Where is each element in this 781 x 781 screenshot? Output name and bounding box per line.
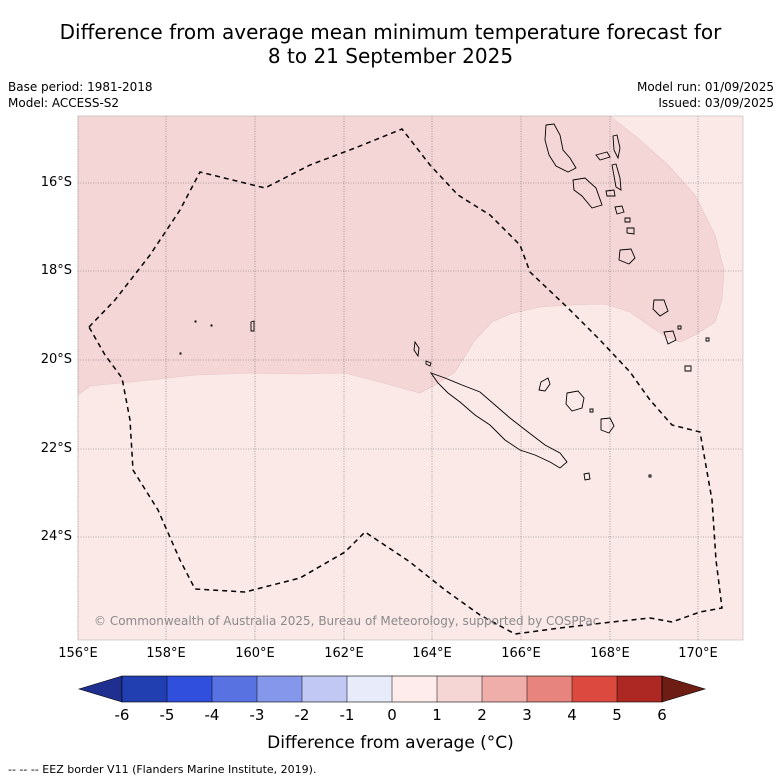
lon-label-170e: 170°E [678, 646, 718, 661]
pentecost-island [611, 163, 622, 191]
chesterfield-islet-2 [210, 324, 213, 327]
tanna-island [652, 299, 669, 317]
colorbar-label: 0 [387, 706, 397, 724]
ambae-island [595, 151, 611, 161]
anomaly-region-medium [77, 115, 725, 396]
lon-label-162e: 162°E [324, 646, 364, 661]
colorbar-swatch [302, 676, 347, 702]
colorbar-label: 5 [612, 706, 622, 724]
colorbar-label: 1 [432, 706, 442, 724]
aneityum-island [663, 330, 677, 345]
map-frame [77, 115, 744, 641]
colorbar-label: -3 [249, 706, 265, 724]
chesterfield-islet-3 [179, 352, 182, 355]
issued-label: Issued: 03/09/2025 [658, 96, 774, 110]
lat-label-18s: 18°S [40, 263, 72, 278]
colorbar-label: -4 [204, 706, 220, 724]
colorbar-swatch [347, 676, 392, 702]
eez-border [88, 128, 723, 635]
hunter-islet [648, 474, 652, 478]
new-caledonia-islet-2 [425, 360, 432, 367]
colorbar-swatch [572, 676, 617, 702]
colorbar-label: 3 [522, 706, 532, 724]
colorbar-low-extension [77, 675, 123, 703]
efate-island [626, 227, 635, 235]
map-title-line-2: 8 to 21 September 2025 [267, 44, 514, 68]
epi-island [614, 205, 625, 215]
erromango-island [618, 248, 636, 265]
lat-gridlines [78, 182, 743, 538]
malakula-island [572, 177, 603, 209]
copyright-notice: © Commonwealth of Australia 2025, Bureau… [94, 614, 600, 628]
matthew-islet [684, 365, 692, 372]
aniwa-islet [705, 337, 710, 342]
colorbar-label: -5 [159, 706, 175, 724]
espiritu-santo-island [544, 123, 577, 173]
colorbar-swatch [167, 676, 212, 702]
colorbar-swatch [392, 676, 437, 702]
new-caledonia-island [429, 372, 568, 469]
maewo-island [612, 134, 621, 160]
colorbar-swatch [617, 676, 662, 702]
chesterfield-islet-1 [194, 320, 197, 323]
mare-island [600, 417, 615, 434]
colorbar-label: 6 [657, 706, 667, 724]
lon-label-164e: 164°E [412, 646, 452, 661]
chesterfield-reef [250, 320, 255, 332]
colorbar-label: 4 [567, 706, 577, 724]
isle-of-pines [583, 472, 591, 481]
shepherd-islets [624, 217, 631, 223]
colorbar-swatch [212, 676, 257, 702]
model-run-label: Model run: 01/09/2025 [636, 80, 774, 94]
lon-label-160e: 160°E [235, 646, 275, 661]
colorbar-label: 2 [477, 706, 487, 724]
lat-label-20s: 20°S [40, 352, 72, 367]
lon-label-156e: 156°E [58, 646, 98, 661]
colorbar-swatch [482, 676, 527, 702]
colorbar-dividers [166, 676, 618, 702]
colorbar-label: -2 [294, 706, 310, 724]
lat-label-24s: 24°S [40, 529, 72, 544]
base-period-label: Base period: 1981-2018 [8, 80, 153, 94]
lon-label-158e: 158°E [146, 646, 186, 661]
ouvea-island [538, 377, 551, 392]
new-caledonia-north-islet [413, 340, 420, 358]
colorbar-swatch [437, 676, 482, 702]
lat-label-22s: 22°S [40, 441, 72, 456]
tiga-islet [589, 408, 594, 413]
lat-label-16s: 16°S [40, 175, 72, 190]
lon-label-168e: 168°E [590, 646, 630, 661]
colorbar-swatch [527, 676, 572, 702]
lifou-island [565, 390, 585, 412]
model-label: Model: ACCESS-S2 [8, 96, 120, 110]
futuna-islet [677, 325, 682, 330]
colorbar-swatch [122, 676, 167, 702]
colorbar-label: -6 [114, 706, 130, 724]
colorbar [77, 675, 707, 703]
colorbar-title: Difference from average (°C) [267, 733, 514, 753]
eez-legend-note: -- -- -- EEZ border V11 (Flanders Marine… [8, 763, 317, 776]
ambrym-island [605, 189, 616, 197]
colorbar-high-extension [661, 675, 707, 703]
colorbar-label: -1 [339, 706, 355, 724]
colorbar-swatch [257, 676, 302, 702]
lon-label-166e: 166°E [501, 646, 541, 661]
map-title-line-1: Difference from average mean minimum tem… [59, 20, 722, 44]
